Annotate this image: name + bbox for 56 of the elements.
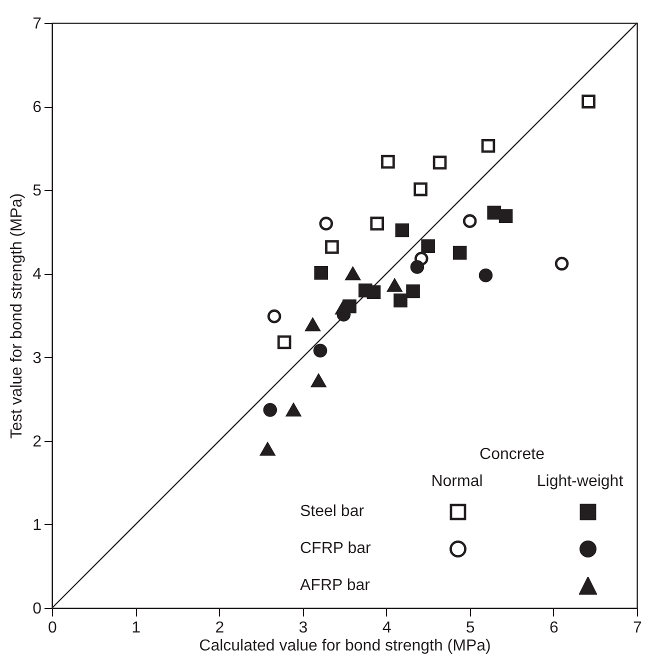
x-tick-label: 1: [132, 620, 141, 636]
point: [478, 268, 493, 282]
x-tick-label: 4: [382, 620, 392, 636]
point: [582, 94, 596, 108]
annotation: CFRP bar: [300, 540, 371, 558]
point: [305, 318, 320, 332]
annotation: AFRP bar: [300, 577, 370, 595]
point: [286, 403, 301, 416]
point: [406, 284, 420, 298]
annotation: Steel bar: [300, 503, 364, 521]
point: [336, 301, 350, 314]
y-tick-label: 0: [32, 600, 42, 618]
point: [311, 374, 326, 388]
point: [313, 344, 328, 358]
y-tick-label: 3: [32, 350, 42, 367]
point: [381, 154, 395, 169]
annotation: Light-weight: [536, 473, 624, 491]
point: [267, 309, 282, 324]
point: [387, 278, 402, 292]
point: [462, 214, 477, 228]
annotation: Concrete: [480, 446, 544, 464]
point: [414, 182, 428, 196]
y-axis-title: Test value for bond strength (MPa): [8, 193, 26, 439]
y-tick-label: 7: [32, 16, 42, 32]
x-tick-label: 7: [633, 620, 642, 636]
point: [325, 240, 339, 254]
point: [498, 209, 513, 223]
point: [481, 138, 496, 153]
point: [263, 403, 278, 417]
point: [277, 335, 292, 350]
x-tick-label: 2: [215, 620, 224, 636]
point: [554, 256, 569, 271]
point: [395, 223, 410, 238]
x-axis-title: Calculated value for bond strength (MPa): [199, 638, 491, 654]
point: [487, 206, 501, 220]
x-tick-label: 3: [298, 620, 308, 636]
point: [432, 156, 447, 170]
point: [366, 285, 381, 299]
x-tick-label: 0: [48, 620, 58, 636]
y-tick-label: 2: [32, 433, 42, 450]
x-tick-label: 6: [549, 620, 558, 636]
point: [394, 294, 408, 308]
annotation: Normal: [431, 473, 483, 491]
y-tick-label: 1: [32, 516, 42, 534]
x-tick-label: 5: [466, 620, 475, 636]
point: [370, 216, 384, 230]
y-tick-label: 6: [32, 99, 42, 116]
point: [319, 216, 334, 230]
y-tick-label: 5: [32, 182, 42, 200]
point: [314, 266, 328, 280]
point: [410, 260, 424, 274]
point: [452, 246, 467, 260]
y-tick-label: 4: [32, 266, 42, 284]
point: [346, 267, 360, 280]
point: [421, 239, 435, 254]
point: [260, 442, 275, 456]
